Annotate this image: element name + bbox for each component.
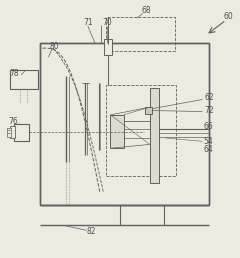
Text: 66: 66	[204, 123, 213, 131]
Bar	[10, 126, 15, 138]
Text: 54: 54	[204, 137, 213, 146]
Text: 72: 72	[204, 106, 214, 115]
Bar	[145, 107, 152, 114]
Bar	[10, 70, 38, 89]
Bar	[110, 115, 124, 148]
Text: 71: 71	[83, 18, 93, 27]
Bar	[14, 124, 29, 141]
Bar	[7, 128, 11, 137]
Bar	[40, 43, 210, 205]
Text: 64: 64	[204, 144, 213, 154]
Text: 60: 60	[224, 12, 234, 21]
Bar	[104, 39, 112, 55]
Bar	[150, 88, 159, 183]
Text: 82: 82	[87, 227, 96, 236]
Text: 62: 62	[205, 93, 214, 102]
Text: 80: 80	[50, 42, 59, 51]
Text: 78: 78	[10, 69, 19, 78]
Text: 68: 68	[141, 6, 151, 15]
Text: 70: 70	[102, 18, 112, 27]
Bar	[106, 17, 175, 51]
Text: 76: 76	[9, 117, 18, 126]
Bar	[106, 85, 176, 176]
